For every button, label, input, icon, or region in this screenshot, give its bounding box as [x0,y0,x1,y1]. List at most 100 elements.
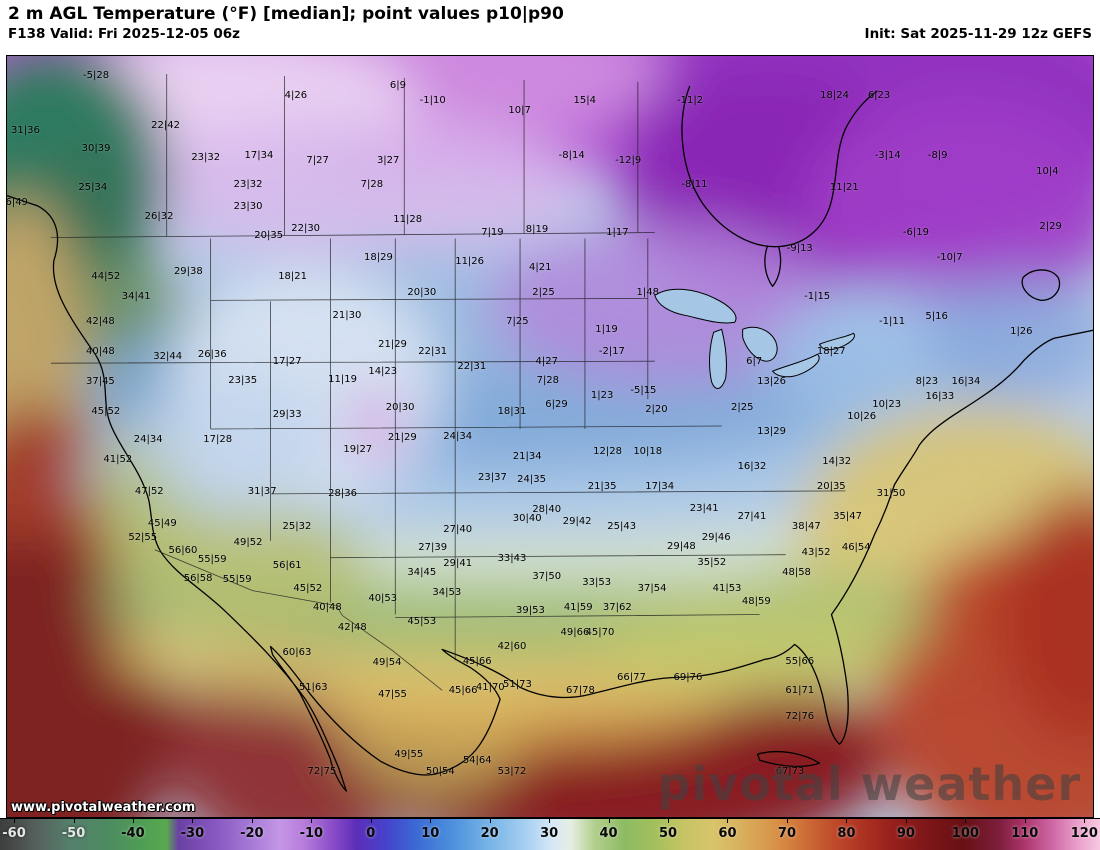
station-value: 10|7 [508,104,531,116]
station-value: 56|61 [272,559,302,571]
colorbar-tick-label: -50 [61,826,86,841]
colorbar-tick-mark [1084,819,1086,823]
station-value: 72|75 [307,766,337,778]
station-value: 39|53 [516,604,545,616]
station-value: 22|31 [418,346,448,358]
station-value: 47|52 [134,486,164,498]
station-value: 17|34 [244,150,274,162]
station-value: 42|60 [497,640,527,652]
colorbar-tick-mark [311,819,313,823]
station-value: 45|70 [585,626,615,638]
station-value: 17|27 [272,355,302,367]
station-value: 18|31 [497,406,527,418]
station-value: 21|30 [332,309,362,321]
station-value: 4|21 [528,261,552,273]
station-value: 4|26 [284,89,308,101]
station-value: -9|13 [786,242,813,254]
station-value: 20|30 [407,286,437,298]
station-value: 31|37 [247,486,277,498]
station-value: -5|15 [630,384,657,396]
station-value: 45|49 [147,518,177,529]
station-value: 5|16 [925,311,948,323]
station-value: 21|35 [587,481,617,493]
station-value: 42|48 [85,316,115,328]
station-value: 67|73 [775,766,805,778]
station-value: 24|34 [443,431,473,443]
station-value: 45|66 [448,684,478,696]
station-value: 16|34 [951,376,981,388]
station-value: 56|58 [183,572,213,584]
station-value: 33|53 [582,576,612,588]
station-value: 45|66 [462,655,492,667]
header: 2 m AGL Temperature (°F) [median]; point… [0,0,1100,55]
colorbar-gradient [0,819,1100,850]
colorbar-tick-label: -10 [299,826,324,841]
site-watermark: www.pivotalweather.com [11,800,196,815]
colorbar: -60 -50 -40 -30 -20 -10 0 10 20 30 40 50 60 70 80 90 100… [0,818,1100,850]
colorbar-tick-mark [489,819,491,823]
station-value: 10|4 [1036,166,1059,178]
colorbar-tick-label: 90 [896,826,915,841]
station-value: 34|53 [432,586,462,598]
station-value: 27|39 [418,541,448,553]
station-value: 66|77 [617,671,646,683]
station-value: 13|29 [757,425,786,437]
station-value: -8|9 [927,149,948,161]
station-value: 35|52 [697,556,727,568]
station-value: 16|33 [925,390,955,402]
station-value: 67|78 [565,684,595,696]
station-value: 6|29 [545,399,568,411]
station-value: 49|52 [233,537,263,549]
station-value: 21|34 [512,451,542,463]
station-value: 45|53 [407,616,437,628]
station-value: -8|14 [558,149,585,161]
station-value: 31|50 [876,487,906,499]
colorbar-tick-mark [251,819,253,823]
station-value: 55|59 [222,573,252,585]
station-value: -12|9 [615,155,642,167]
station-value: 24|34 [133,434,163,446]
station-value: 45|52 [293,582,323,594]
station-value: 23|32 [191,151,221,163]
station-value: 28|40 [532,503,562,515]
station-value: 29|46 [701,532,731,544]
station-value: 60|63 [282,646,312,658]
station-value: -5|28 [83,69,110,81]
station-value: 37|50 [532,571,562,583]
station-value: 38|47 [791,521,821,533]
colorbar-tick-mark [549,819,551,823]
station-value: 13|26 [757,376,786,388]
station-value: 51|63 [298,681,328,693]
colorbar-tick-label: 70 [777,826,797,841]
station-value: 11|21 [829,181,859,193]
station-value: 48|58 [782,566,811,578]
station-value: 41|52 [103,454,133,466]
colorbar-tick-mark [430,819,432,823]
station-value: 1|26 [1010,326,1033,338]
colorbar-tick-mark [786,819,788,823]
station-value: 40|53 [368,592,398,604]
station-value: 27|41 [737,511,767,523]
station-value: 69|76 [673,671,703,683]
station-value: 6|23 [867,89,891,101]
station-value: -6|19 [902,226,930,238]
colorbar-tick-mark [668,819,670,823]
station-value: 6|9 [389,79,406,91]
station-value: 41|53 [712,582,742,594]
station-value: 23|30 [233,201,263,213]
station-value: 4|27 [535,355,558,367]
colorbar-tick-label: -40 [121,826,145,841]
station-value: 30|39 [81,142,111,154]
colorbar-tick-label: 100 [951,826,979,841]
colorbar-tick-label: -20 [240,826,264,841]
station-value: 54|64 [462,755,492,767]
station-value: 17|34 [645,480,675,492]
station-value: 2|25 [532,286,555,298]
station-value: 72|76 [785,711,815,723]
station-value: 26|36 [197,349,227,361]
station-value: 11|19 [328,374,357,386]
station-value: 28|36 [328,487,357,499]
station-value: 23|41 [689,502,719,514]
station-value: 1|23 [590,390,614,402]
station-value: 29|33 [272,409,302,421]
